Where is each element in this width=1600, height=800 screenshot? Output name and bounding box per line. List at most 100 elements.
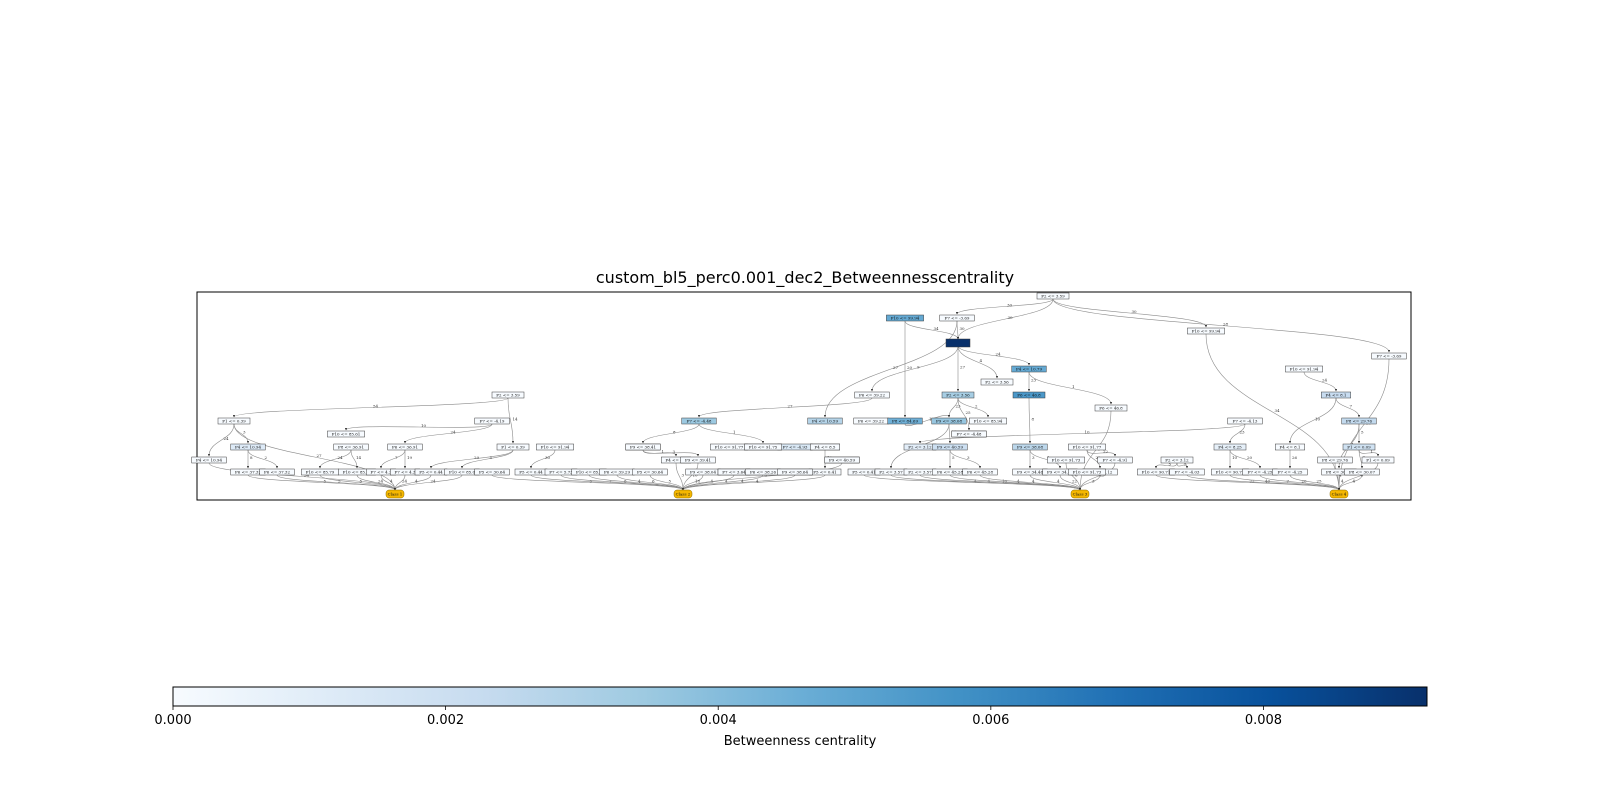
edge-weight-label: 5: [360, 479, 363, 484]
graph-edge: [1303, 371, 1338, 392]
graph-node-box: [1047, 456, 1085, 464]
graph-node-box: [496, 443, 530, 451]
edge-weight-label: 7: [395, 455, 398, 460]
graph-node-label: F9 <= 39.41: [685, 457, 711, 462]
edge-weight-label: 24: [378, 479, 384, 484]
graph-node: F7 <= -4.19: [474, 417, 510, 425]
graph-node-box: [807, 417, 843, 425]
graph-edge: [276, 474, 397, 491]
graph-node-box: [980, 378, 1014, 386]
graph-node: F6 <= 45.28: [962, 468, 998, 476]
graph-node-label: F4 <= 10.94: [235, 444, 261, 449]
graph-node-label: F5 <= 30.64: [479, 469, 505, 474]
graph-edge: [560, 474, 685, 491]
graph-edge: [530, 474, 685, 491]
edge-weight-label: 30: [1007, 303, 1013, 308]
graph-node-label: F7 <= -4.03: [1175, 469, 1200, 474]
graph-node-label: F2 <= 3.12: [908, 444, 932, 449]
graph-edge: [1086, 449, 1102, 469]
edge-weight-label: 24: [431, 479, 437, 484]
graph-node: F9 <= 40.59: [932, 443, 968, 451]
graph-edge: [491, 474, 685, 491]
graph-node-label: F4 <= 8.1: [1326, 392, 1347, 397]
graph-node: F10 <= 91.94: [536, 443, 574, 451]
colorbar: 0.000 0.002 0.004 0.006 0.008 Betweenness ce…: [154, 686, 1428, 749]
graph-node: F9 <= 38.08: [1012, 443, 1048, 451]
graph-node: F2 <= 3.59: [1036, 292, 1070, 300]
edge-weight-label: 40: [1265, 479, 1271, 484]
graph-node-label: F10 <= 91.94: [1290, 366, 1319, 371]
graph-node-label: F10 <= 90.71: [1216, 469, 1245, 474]
edge-weight-label: 4: [974, 479, 977, 484]
edge-weight-label: 27: [788, 404, 794, 409]
class-node-label: Class 3: [1073, 491, 1088, 496]
graph-edge: [947, 397, 959, 418]
graph-node-label: F4 <= 10.59: [812, 418, 838, 423]
graph-node: F5 <= 30.64: [474, 468, 510, 476]
graph-edge: [379, 449, 406, 469]
graph-edge: [507, 397, 515, 444]
graph-node-label: F6 <= 46.8: [1017, 392, 1041, 397]
edge-weight-label: 5: [338, 479, 341, 484]
graph-node-label: F9 <= 34.46: [1047, 469, 1073, 474]
graph-node-label: F4 <= 8.5: [815, 444, 836, 449]
colorbar-tick-label: 0.004: [700, 713, 737, 728]
graph-node: F10 <= 99.94: [1187, 327, 1225, 335]
edge-weight-label: 5: [324, 479, 327, 484]
edge-weight-label: 24: [338, 455, 344, 460]
graph-node-label: F4 <= 8.3: [666, 457, 687, 462]
graph-node-label: F6 <= 39.22: [859, 392, 885, 397]
graph-node: F8 <= 29.76: [1317, 456, 1353, 464]
graph-node: F7 <= -4.25: [1242, 468, 1278, 476]
graph-edge: [1065, 462, 1082, 491]
edge-weight-label: 30: [545, 455, 551, 460]
graph-node: F2 <= 3.12: [903, 443, 937, 451]
class-node-box: [1329, 489, 1349, 499]
edge-weight-label: 3: [682, 473, 685, 478]
edge-weight-label: 2: [265, 455, 268, 460]
edge-weight-label: 4: [1057, 479, 1060, 484]
graph-node-box: [1012, 391, 1046, 399]
graph-node-box: [1342, 443, 1376, 451]
graph-node-label: F8 <= 29.76: [1322, 457, 1348, 462]
graph-node: F5 <= 30.64: [632, 468, 668, 476]
graph-node-box: [474, 468, 510, 476]
graph-node: F8 <= 36.91: [333, 443, 369, 451]
graph-node-label: F7 <= -4.19: [480, 418, 505, 423]
graph-node: F9 <= 39.41: [680, 456, 716, 464]
class-node: Class 1: [385, 489, 405, 499]
edge-weight-label: 4: [756, 479, 759, 484]
graph-node: F6 <= 39.29: [599, 468, 635, 476]
graph-node: F7 <= -4.13: [1227, 417, 1263, 425]
graph-node: F10 <= 85.0: [444, 468, 480, 476]
graph-frame: [196, 291, 1412, 501]
graph-node-label: F7 <= -4.91: [1103, 457, 1128, 462]
graph-edge: [1229, 474, 1341, 491]
colorbar-gradient: [172, 686, 1428, 707]
edge-weight-label: 7: [609, 479, 612, 484]
graph-edge: [350, 449, 359, 469]
edge-weight-label: 4: [390, 479, 393, 484]
graph-node-box: [1068, 443, 1106, 451]
graph-node: F4 <= 8.5: [810, 443, 840, 451]
graph-edge: [403, 423, 493, 444]
edge-weight-label: 3: [243, 430, 246, 435]
graph-node: F6 <= 36.91: [387, 443, 423, 451]
graph-node-label: F2 <= 3.59: [496, 392, 520, 397]
edge-weight-label: 34: [1275, 408, 1281, 413]
graph-edge: [919, 474, 1082, 491]
graph-node: F7 <= -4.25: [1272, 468, 1308, 476]
graph-edge: [904, 320, 960, 340]
edge-weight-label: 18: [695, 479, 701, 484]
graph-node-box: [1187, 327, 1225, 335]
graph-node-label: F7 <= 4.3: [371, 469, 392, 474]
graph-node-label: F9 <= 34.46: [1017, 469, 1043, 474]
colorbar-tick-label: 0.006: [972, 713, 1009, 728]
edge-weight-label: 6: [652, 479, 655, 484]
graph-node: F10 <= 91.77: [710, 443, 748, 451]
edge-weight-label: 5: [952, 455, 955, 460]
graph-node-label: F6 <= 37.32: [235, 469, 261, 474]
graph-node-box: [1371, 352, 1407, 360]
graph-edge: [681, 462, 699, 491]
graph-node-box: [1094, 404, 1128, 412]
